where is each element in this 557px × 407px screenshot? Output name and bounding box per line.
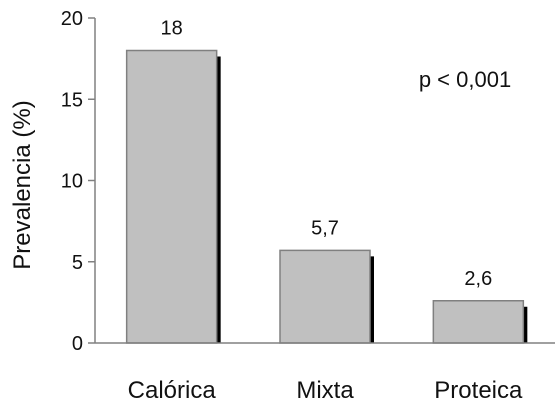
- data-labels-layer: 18 5,7 2,6: [161, 18, 493, 290]
- bar: [279, 249, 371, 344]
- x-category-labels: Calórica Mixta Proteica: [128, 377, 523, 404]
- x-category-label: Proteica: [434, 377, 523, 404]
- bars-layer: [125, 49, 528, 344]
- y-axis-title: Prevalencia (%): [9, 100, 36, 269]
- bar: [125, 49, 218, 344]
- bar: [432, 300, 525, 344]
- bar-shadow: [368, 256, 374, 343]
- bar-value-label: 18: [161, 18, 183, 40]
- y-tick-label: 10: [61, 171, 83, 193]
- x-category-label: Calórica: [128, 377, 217, 404]
- x-category-label: Mixta: [296, 377, 354, 404]
- bar-value-label: 2,6: [464, 268, 492, 290]
- y-ticks-layer: 0 5 10 15 20: [61, 8, 95, 355]
- p-value-annotation: p < 0,001: [419, 67, 511, 92]
- y-tick-label: 15: [61, 89, 83, 111]
- bar-shadow: [214, 56, 221, 343]
- y-tick-label: 0: [72, 333, 83, 355]
- bar-shadow: [521, 306, 528, 343]
- y-tick-label: 20: [61, 8, 83, 30]
- bar-value-label: 5,7: [311, 217, 339, 239]
- y-tick-label: 5: [72, 252, 83, 274]
